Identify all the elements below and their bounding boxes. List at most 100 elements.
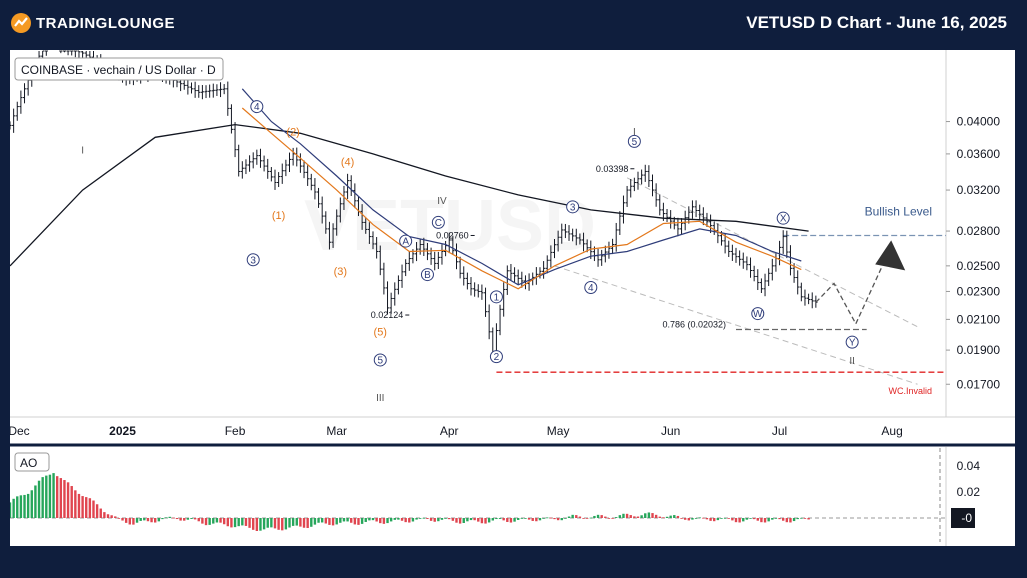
ao-bar [752, 518, 756, 520]
price-annotation: 0.02124 [371, 310, 404, 320]
ohlc-bar [291, 147, 295, 166]
ao-bar [429, 518, 433, 521]
price-axis[interactable]: 0.04000 0.03600 0.03200 0.02800 0.02500 0.023… [946, 115, 1000, 392]
ohlc-bar [240, 161, 244, 179]
ohlc-bar [476, 284, 480, 298]
channel-lower-line [554, 265, 918, 385]
ao-bar [767, 518, 770, 522]
ao-bar [585, 518, 589, 519]
ao-bar [578, 516, 582, 518]
moving-average-1 [241, 88, 802, 286]
ohlc-bar [255, 149, 259, 165]
ao-bar [738, 518, 741, 523]
ao-bar [404, 518, 407, 523]
ao-bar [433, 518, 436, 522]
wave-label: 4 [250, 100, 264, 114]
ao-bar [651, 513, 654, 518]
ohlc-bar [404, 259, 408, 277]
svg-text:(4): (4) [341, 157, 354, 169]
ao-bar [335, 518, 338, 525]
ao-bar [63, 480, 66, 518]
ao-bar [95, 504, 99, 518]
ohlc-bar [756, 269, 760, 291]
ao-bar [546, 517, 549, 519]
ao-bar [219, 518, 222, 523]
time-tick-label: Apr [440, 424, 459, 438]
ohlc-bar [262, 155, 266, 172]
ohlc-bar [70, 50, 74, 56]
ohlc-bar [643, 164, 647, 182]
ohlc-bar [273, 169, 277, 190]
wave-label: (2) [286, 127, 299, 139]
svg-text:5: 5 [632, 137, 638, 148]
ao-bar [618, 515, 622, 518]
symbol-legend[interactable]: COINBASE · vechain / US Dollar · D [21, 63, 216, 77]
ohlc-bar [309, 173, 313, 191]
svg-text:W: W [753, 309, 763, 320]
projection-path [815, 268, 882, 326]
ao-bar [88, 498, 92, 518]
time-tick-label: Feb [225, 424, 246, 438]
ao-bar [778, 518, 781, 520]
svg-text:1: 1 [494, 292, 500, 303]
ao-bar [680, 517, 683, 519]
symbol-legend-box[interactable] [14, 57, 224, 81]
wave-label: X [776, 211, 790, 225]
ao-legend-box[interactable] [14, 452, 50, 472]
price-annotation: 0.03398 [596, 164, 629, 174]
ao-bar [85, 497, 88, 518]
ao-bar [299, 518, 302, 527]
ao-bar [270, 518, 273, 528]
svg-text:C: C [435, 218, 442, 229]
time-axis[interactable]: Dec 2025 Feb Mar Apr May Jun Jul Aug [8, 424, 903, 438]
ohlc-bar [77, 50, 81, 59]
ohlc-bar [567, 225, 571, 241]
chart-area[interactable]: VETUSD Bullish Level WC.Invalid 0.786 (0.0… [8, 50, 1015, 546]
ao-bar [52, 473, 55, 518]
ohlc-bar [738, 250, 742, 266]
ohlc-bar [480, 284, 484, 300]
ohlc-bar [690, 200, 695, 219]
ao-bar [531, 518, 534, 521]
ao-bar [168, 516, 171, 518]
ao-bar [600, 515, 603, 518]
ohlc-bar [734, 247, 738, 263]
ohlc-bar [237, 144, 241, 177]
ohlc-bar [266, 158, 270, 179]
ohlc-bar [233, 122, 237, 158]
ao-bar [241, 518, 244, 526]
ao-bar [201, 518, 204, 524]
price-annotation: 0.02760 [436, 230, 469, 240]
ao-bar [800, 517, 803, 519]
ao-bar [339, 518, 342, 523]
moving-averages-group [9, 88, 809, 290]
ao-legend[interactable]: AO [20, 456, 37, 470]
ohlc-bar [226, 81, 230, 116]
ohlc-bar [44, 50, 48, 56]
ohlc-bar [229, 104, 234, 134]
ohlc-bar [425, 242, 430, 261]
ohlc-bar [810, 292, 814, 309]
ohlc-bar [218, 82, 223, 98]
ao-bar [375, 518, 378, 522]
ao-bar [451, 518, 455, 521]
ao-bar [313, 518, 317, 525]
invalidation-level-label: WC.Invalid [888, 386, 932, 396]
ao-bar [291, 518, 295, 526]
ao-bar [665, 516, 669, 518]
ao-bar [535, 518, 538, 522]
fib-level-label: 0.786 (0.02032) [662, 319, 726, 329]
ao-bar [673, 515, 676, 518]
ao-bar [346, 518, 349, 522]
ao-bar [172, 517, 175, 519]
ao-bar [437, 518, 440, 522]
ohlc-bar [512, 267, 517, 283]
wave-label: I [633, 127, 636, 138]
ohlc-bar [542, 261, 546, 279]
ao-bar [654, 514, 658, 518]
ao-bar [756, 518, 759, 521]
ao-bar [23, 494, 26, 518]
ao-bar [397, 518, 400, 520]
ao-bar [157, 518, 161, 522]
